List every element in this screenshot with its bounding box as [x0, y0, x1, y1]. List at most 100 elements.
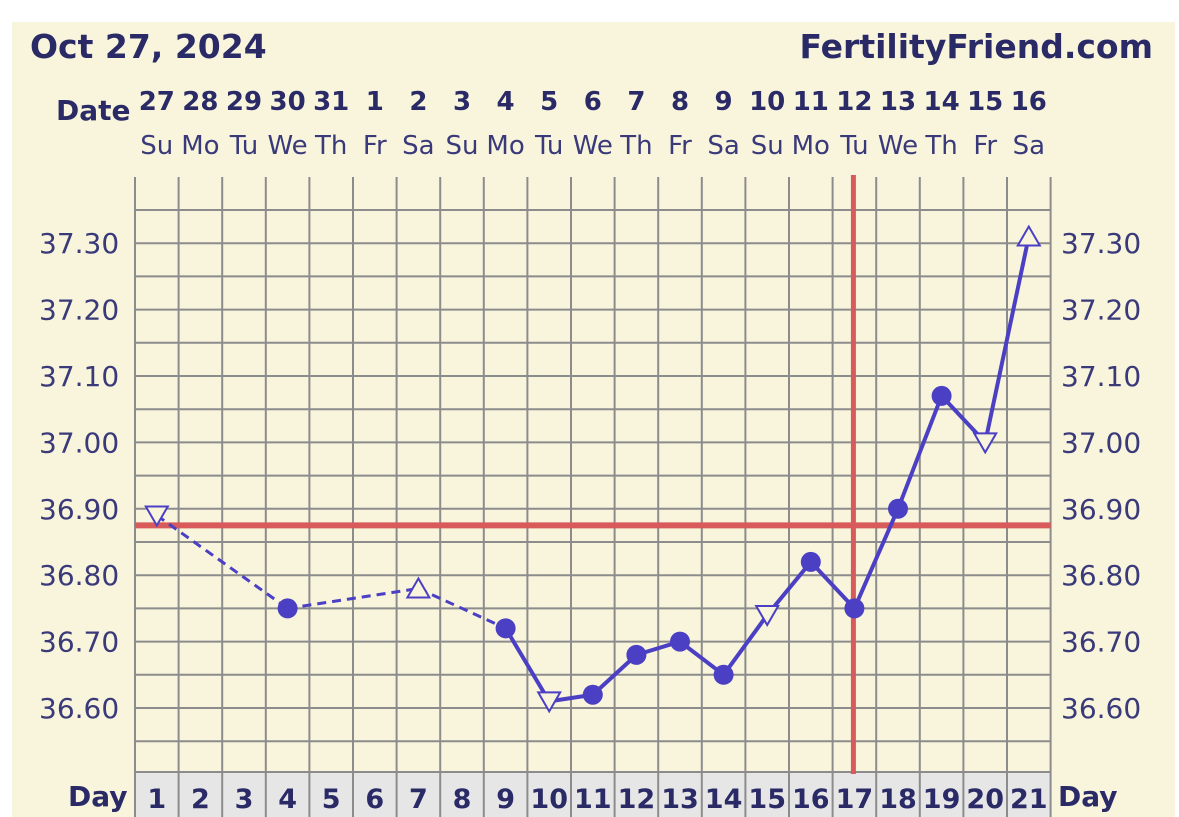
- date-tick: 16: [1011, 87, 1047, 117]
- day-tick: 3: [235, 784, 254, 815]
- site-name: FertilityFriend.com: [799, 27, 1153, 66]
- temp-point: [626, 644, 647, 665]
- date-tick: 29: [226, 87, 262, 117]
- date-tick: 15: [967, 87, 1003, 117]
- day-row-label-left: Day: [68, 780, 128, 813]
- temp-point: [277, 598, 298, 619]
- weekday-tick: Mo: [486, 131, 524, 161]
- date-tick: 27: [139, 87, 175, 117]
- weekday-tick: Su: [446, 131, 479, 161]
- day-tick: 5: [322, 784, 341, 815]
- weekday-tick: We: [573, 131, 613, 161]
- date-tick: 9: [715, 87, 733, 117]
- date-tick: 2: [409, 87, 427, 117]
- temp-point: [844, 598, 865, 619]
- weekday-tick: Fr: [363, 131, 387, 161]
- day-tick: 20: [966, 784, 1004, 815]
- date-tick: 12: [836, 87, 872, 117]
- day-strip: [135, 772, 1051, 817]
- date-tick: 1: [366, 87, 384, 117]
- day-tick: 15: [748, 784, 786, 815]
- day-row-label-right: Day: [1058, 780, 1118, 813]
- date-tick: 30: [270, 87, 306, 117]
- weekday-tick: Sa: [707, 131, 739, 161]
- day-tick: 11: [574, 784, 612, 815]
- day-tick: 10: [530, 784, 568, 815]
- temp-point: [931, 385, 952, 406]
- temp-point: [888, 498, 908, 519]
- temp-segment: [809, 560, 856, 610]
- y-tick-left: 36.60: [39, 692, 119, 725]
- temp-segment: [417, 587, 507, 630]
- temp-segment: [852, 507, 900, 610]
- temp-point-open-down: [972, 432, 998, 455]
- day-tick: 18: [879, 784, 917, 815]
- temp-point: [800, 551, 821, 572]
- temp-segment: [896, 395, 944, 510]
- plot-grid: [134, 177, 1052, 817]
- y-tick-left: 36.70: [39, 626, 119, 659]
- y-tick-left: 37.10: [39, 360, 119, 393]
- y-tick-left: 36.90: [39, 493, 119, 526]
- day-tick: 14: [705, 784, 743, 815]
- temp-point: [495, 618, 516, 639]
- temp-segment: [983, 236, 1031, 443]
- weekday-tick: Mo: [792, 131, 830, 161]
- y-tick-right: 36.60: [1061, 692, 1141, 725]
- temp-segment: [155, 514, 289, 610]
- day-tick: 13: [661, 784, 699, 815]
- date-tick: 28: [182, 87, 218, 117]
- date-tick: 4: [497, 87, 515, 117]
- weekday-tick: Tu: [534, 131, 563, 161]
- day-tick: 17: [836, 784, 874, 815]
- y-tick-right: 37.20: [1061, 294, 1141, 327]
- date-tick: 31: [313, 87, 349, 117]
- day-tick: 2: [191, 784, 210, 815]
- bbt-chart: Oct 27, 2024 FertilityFriend.com Date Da…: [12, 22, 1175, 817]
- y-tick-left: 36.80: [39, 559, 119, 592]
- weekday-tick: We: [268, 131, 308, 161]
- date-tick: 6: [584, 87, 602, 117]
- day-tick: 21: [1010, 784, 1048, 815]
- temp-point-open-down: [144, 505, 170, 528]
- temp-point-open-up: [405, 576, 432, 599]
- weekday-tick: Tu: [839, 131, 868, 161]
- temp-point: [670, 631, 690, 652]
- day-tick: 4: [278, 784, 297, 815]
- day-tick: 6: [365, 784, 384, 815]
- y-tick-right: 36.70: [1061, 626, 1141, 659]
- date-tick: 13: [880, 87, 916, 117]
- chart-date: Oct 27, 2024: [30, 27, 267, 66]
- weekday-tick: We: [878, 131, 918, 161]
- temp-point-open-up: [1016, 224, 1042, 247]
- temp-point: [582, 684, 603, 705]
- date-tick: 11: [793, 87, 829, 117]
- day-tick: 7: [409, 784, 428, 815]
- weekday-tick: Mo: [181, 131, 219, 161]
- weekday-tick: Sa: [402, 131, 434, 161]
- weekday-tick: Th: [314, 131, 347, 161]
- day-tick: 16: [792, 784, 830, 815]
- day-tick: 1: [147, 784, 166, 815]
- temp-point-open-down: [536, 691, 562, 714]
- y-tick-right: 37.10: [1061, 360, 1141, 393]
- date-tick: 8: [671, 87, 689, 117]
- weekday-tick: Sa: [1013, 131, 1045, 161]
- date-row-label: Date: [56, 94, 131, 127]
- y-tick-left: 37.30: [39, 227, 119, 260]
- day-tick: 19: [923, 784, 961, 815]
- weekday-tick: Su: [751, 131, 784, 161]
- temp-segment: [503, 627, 551, 703]
- date-tick: 14: [924, 87, 960, 117]
- date-tick: 5: [540, 87, 558, 117]
- y-tick-right: 37.30: [1061, 227, 1141, 260]
- date-tick: 7: [627, 87, 645, 117]
- temp-point: [713, 664, 734, 685]
- y-tick-left: 37.20: [39, 294, 119, 327]
- weekday-tick: Su: [140, 131, 173, 161]
- weekday-tick: Fr: [973, 131, 997, 161]
- temp-segment: [721, 613, 769, 676]
- day-tick: 12: [618, 784, 656, 815]
- temp-segment: [287, 586, 419, 610]
- y-tick-right: 36.90: [1061, 493, 1141, 526]
